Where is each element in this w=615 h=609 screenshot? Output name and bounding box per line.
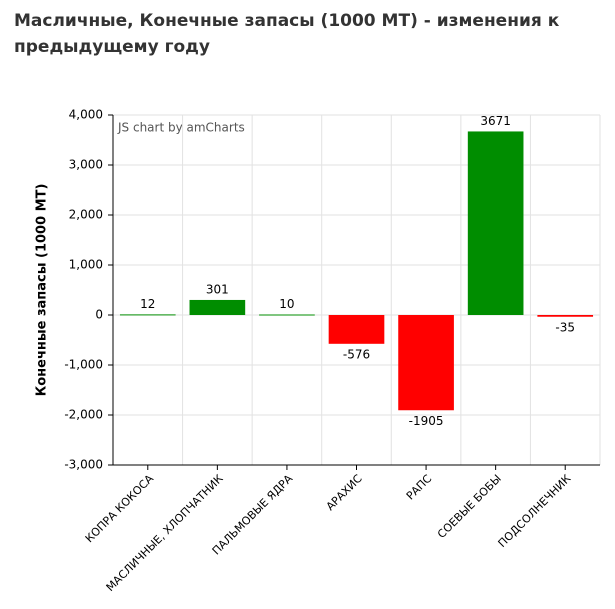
x-tick-label: ПАЛЬМОВЫЕ ЯДРА	[210, 472, 296, 558]
value-label: 10	[279, 297, 294, 311]
y-tick-label: 3,000	[69, 158, 103, 172]
y-tick-label: 4,000	[69, 108, 103, 122]
y-tick-label: -1,000	[64, 358, 103, 372]
y-tick-label: -2,000	[64, 408, 103, 422]
bar	[328, 315, 385, 344]
y-tick-label: -3,000	[64, 458, 103, 472]
bar	[467, 131, 524, 315]
value-label: 3671	[480, 114, 511, 128]
watermark: JS chart by amCharts	[117, 121, 245, 135]
x-tick-label: СОЕВЫЕ БОБЫ	[435, 472, 504, 541]
y-tick-label: 0	[95, 308, 103, 322]
x-tick-label: АРАХИС	[324, 472, 365, 513]
y-tick-label: 2,000	[69, 208, 103, 222]
x-tick-label: РАПС	[404, 472, 435, 503]
value-label: 12	[140, 297, 155, 311]
x-tick-label: МАСЛИЧНЫЕ, ХЛОПЧАТНИК	[104, 472, 226, 594]
bar	[259, 314, 315, 316]
chart-title: Масличные, Конечные запасы (1000 МТ) - и…	[14, 11, 560, 57]
x-tick-label: ПОДСОЛНЕЧНИК	[496, 472, 574, 550]
bar	[537, 315, 594, 317]
value-label: -1905	[409, 414, 444, 428]
bar	[119, 314, 176, 316]
bar	[189, 299, 246, 315]
y-tick-label: 1,000	[69, 258, 103, 272]
bar	[398, 315, 454, 411]
value-label: 301	[206, 282, 229, 296]
value-label: -576	[343, 347, 370, 361]
y-axis-label: Конечные запасы (1000 МТ)	[35, 184, 50, 397]
value-label: -35	[555, 320, 575, 334]
x-tick-label: КОПРА КОКОСА	[83, 472, 157, 546]
